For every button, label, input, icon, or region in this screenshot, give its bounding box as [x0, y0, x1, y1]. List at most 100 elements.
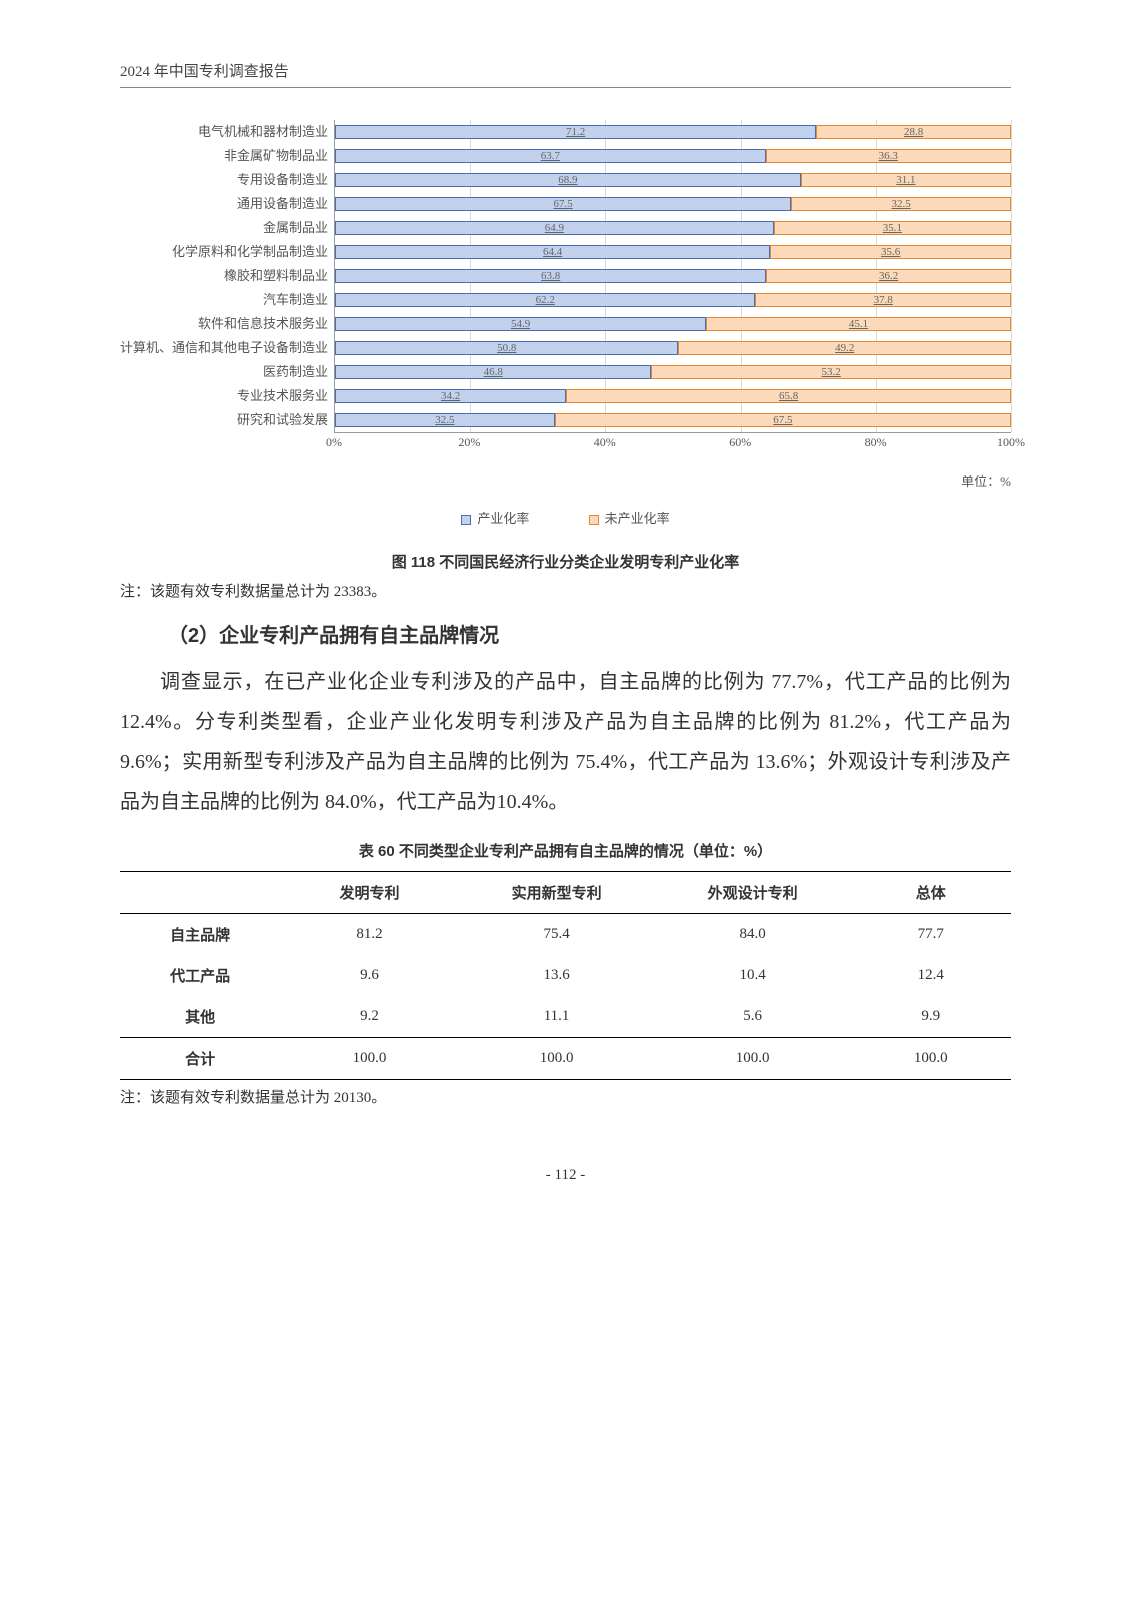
table-header-cell: 外观设计专利 — [655, 872, 851, 914]
table-cell: 9.9 — [851, 996, 1011, 1038]
chart-y-label: 医药制造业 — [120, 360, 328, 384]
chart-y-label: 研究和试验发展 — [120, 408, 328, 432]
table-row: 合计100.0100.0100.0100.0 — [120, 1038, 1011, 1080]
chart-unit-label: 单位：% — [334, 471, 1011, 490]
chart-bar-segment: 67.5 — [555, 413, 1011, 427]
table-row: 其他9.211.15.69.9 — [120, 996, 1011, 1038]
figure-caption: 图 118 不同国民经济行业分类企业发明专利产业化率 — [120, 551, 1011, 572]
chart-bar-row: 64.935.1 — [335, 216, 1011, 240]
chart-bar-row: 63.736.3 — [335, 144, 1011, 168]
chart-gridline — [1011, 120, 1012, 432]
page-number: - 112 - — [120, 1167, 1011, 1184]
chart-bar-segment: 65.8 — [566, 389, 1011, 403]
chart-bar-segment: 31.1 — [801, 173, 1011, 187]
table-row-head: 自主品牌 — [120, 914, 280, 956]
chart-bar-row: 64.435.6 — [335, 240, 1011, 264]
chart-bar-segment: 49.2 — [678, 341, 1011, 355]
chart-bar-segment: 71.2 — [335, 125, 816, 139]
chart-y-label: 非金属矿物制品业 — [120, 144, 328, 168]
table-header-row: 发明专利实用新型专利外观设计专利总体 — [120, 872, 1011, 914]
legend-item-1: 未产业化率 — [589, 508, 670, 527]
table-cell: 13.6 — [459, 955, 655, 996]
table-row-head: 合计 — [120, 1038, 280, 1080]
table-header-cell: 实用新型专利 — [459, 872, 655, 914]
chart-bar-row: 71.228.8 — [335, 120, 1011, 144]
table-caption: 表 60 不同类型企业专利产品拥有自主品牌的情况（单位：%） — [120, 840, 1011, 861]
chart-bar-row: 63.836.2 — [335, 264, 1011, 288]
table-header-cell: 总体 — [851, 872, 1011, 914]
chart-bar-row: 67.532.5 — [335, 192, 1011, 216]
chart-x-tick: 100% — [997, 435, 1025, 450]
chart-y-label: 化学原料和化学制品制造业 — [120, 240, 328, 264]
table-row: 自主品牌81.275.484.077.7 — [120, 914, 1011, 956]
chart-bar-row: 68.931.1 — [335, 168, 1011, 192]
chart-bar-row: 50.849.2 — [335, 336, 1011, 360]
table-cell: 9.2 — [280, 996, 458, 1038]
table-cell: 5.6 — [655, 996, 851, 1038]
chart-x-tick: 60% — [729, 435, 751, 450]
chart-bar-segment: 54.9 — [335, 317, 706, 331]
chart-bar-row: 54.945.1 — [335, 312, 1011, 336]
chart-bar-segment: 63.7 — [335, 149, 766, 163]
table-cell: 77.7 — [851, 914, 1011, 956]
chart-bar-row: 32.567.5 — [335, 408, 1011, 432]
legend-label-1: 未产业化率 — [605, 511, 670, 526]
chart-legend: 产业化率 未产业化率 — [120, 508, 1011, 527]
body-paragraph: 调查显示，在已产业化企业专利涉及的产品中，自主品牌的比例为 77.7%，代工产品… — [120, 662, 1011, 822]
table-cell: 100.0 — [280, 1038, 458, 1080]
legend-item-0: 产业化率 — [461, 508, 529, 527]
table-cell: 75.4 — [459, 914, 655, 956]
chart-y-label: 电气机械和器材制造业 — [120, 120, 328, 144]
table-header-cell: 发明专利 — [280, 872, 458, 914]
chart-x-axis: 0%20%40%60%80%100% — [334, 435, 1011, 453]
table-cell: 100.0 — [851, 1038, 1011, 1080]
chart-bar-segment: 45.1 — [706, 317, 1011, 331]
chart-bar-segment: 36.2 — [766, 269, 1011, 283]
legend-swatch-icon — [589, 515, 599, 525]
table-row-head: 代工产品 — [120, 955, 280, 996]
table-cell: 11.1 — [459, 996, 655, 1038]
page-header-title: 2024 年中国专利调查报告 — [120, 60, 1011, 88]
chart-bar-segment: 37.8 — [755, 293, 1011, 307]
chart-y-label: 橡胶和塑料制品业 — [120, 264, 328, 288]
table-cell: 12.4 — [851, 955, 1011, 996]
chart-y-label: 汽车制造业 — [120, 288, 328, 312]
chart-bar-segment: 35.6 — [770, 245, 1011, 259]
chart-bar-segment: 32.5 — [335, 413, 555, 427]
chart-bar-segment: 53.2 — [651, 365, 1011, 379]
chart-y-label: 软件和信息技术服务业 — [120, 312, 328, 336]
table-cell: 9.6 — [280, 955, 458, 996]
chart-118: 电气机械和器材制造业非金属矿物制品业专用设备制造业通用设备制造业金属制品业化学原… — [120, 120, 1011, 527]
chart-bar-row: 62.237.8 — [335, 288, 1011, 312]
table-60: 发明专利实用新型专利外观设计专利总体 自主品牌81.275.484.077.7代… — [120, 871, 1011, 1080]
chart-bar-segment: 36.3 — [766, 149, 1011, 163]
table-cell: 100.0 — [459, 1038, 655, 1080]
chart-y-label: 计算机、通信和其他电子设备制造业 — [120, 336, 328, 360]
table-header-cell — [120, 872, 280, 914]
chart-plot-area: 71.228.863.736.368.931.167.532.564.935.1… — [334, 120, 1011, 433]
figure-note: 注：该题有效专利数据量总计为 23383。 — [120, 580, 1011, 601]
chart-y-label: 金属制品业 — [120, 216, 328, 240]
chart-bar-segment: 28.8 — [816, 125, 1011, 139]
chart-y-label: 通用设备制造业 — [120, 192, 328, 216]
chart-bar-segment: 68.9 — [335, 173, 801, 187]
chart-bar-segment: 46.8 — [335, 365, 651, 379]
chart-x-tick: 0% — [326, 435, 342, 450]
legend-swatch-icon — [461, 515, 471, 525]
chart-bar-segment: 64.9 — [335, 221, 774, 235]
chart-y-labels: 电气机械和器材制造业非金属矿物制品业专用设备制造业通用设备制造业金属制品业化学原… — [120, 120, 334, 490]
chart-y-label: 专业技术服务业 — [120, 384, 328, 408]
legend-label-0: 产业化率 — [477, 511, 529, 526]
table-cell: 84.0 — [655, 914, 851, 956]
chart-bar-segment: 50.8 — [335, 341, 678, 355]
chart-bar-segment: 34.2 — [335, 389, 566, 403]
section-heading: （2）企业专利产品拥有自主品牌情况 — [168, 619, 1011, 648]
chart-bar-segment: 67.5 — [335, 197, 791, 211]
chart-y-label: 专用设备制造业 — [120, 168, 328, 192]
table-row: 代工产品9.613.610.412.4 — [120, 955, 1011, 996]
chart-x-tick: 80% — [865, 435, 887, 450]
chart-bar-segment: 63.8 — [335, 269, 766, 283]
table-row-head: 其他 — [120, 996, 280, 1038]
chart-bar-segment: 35.1 — [774, 221, 1011, 235]
chart-bar-row: 34.265.8 — [335, 384, 1011, 408]
